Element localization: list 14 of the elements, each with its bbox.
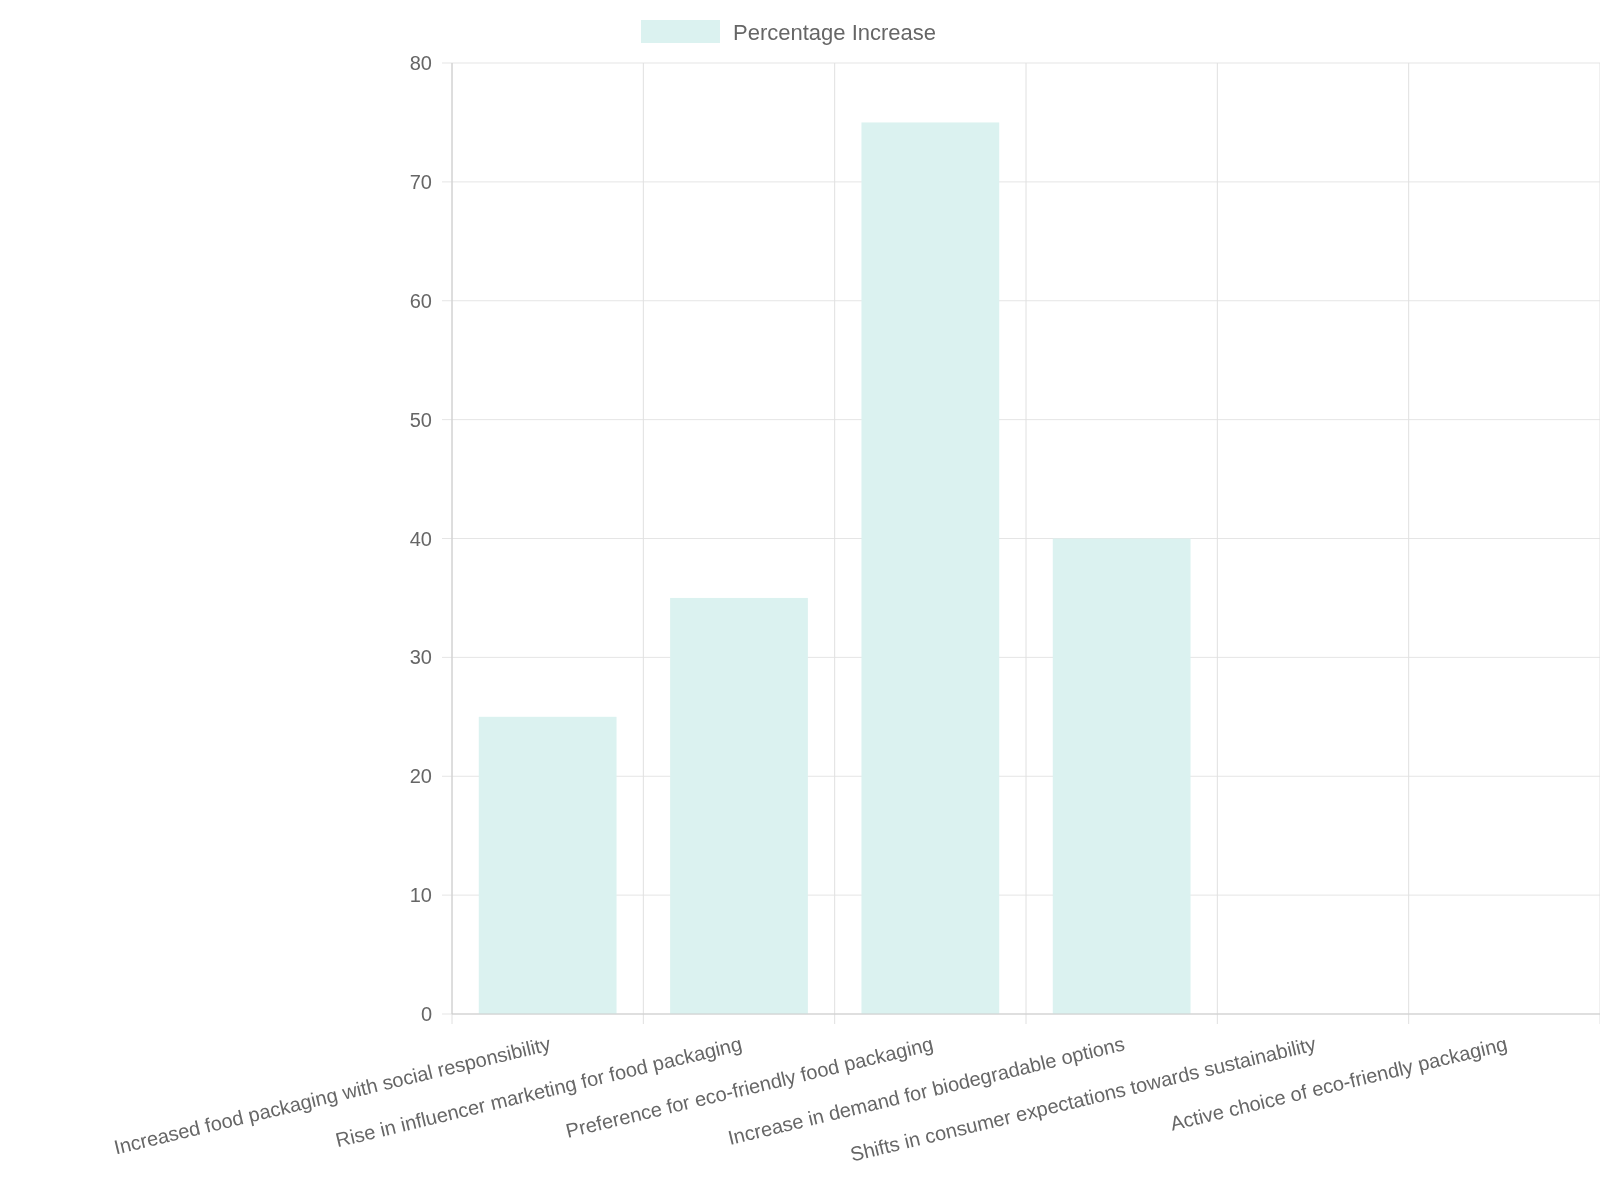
y-tick-label: 60 bbox=[409, 289, 432, 312]
y-tick-label: 20 bbox=[409, 765, 432, 788]
bar bbox=[478, 716, 617, 1014]
y-tick-label: 50 bbox=[409, 408, 432, 431]
y-tick-label: 30 bbox=[409, 646, 432, 669]
y-tick-label: 10 bbox=[409, 884, 432, 907]
legend-label: Percentage Increase bbox=[733, 19, 937, 45]
bar bbox=[670, 597, 808, 1014]
y-tick-label: 40 bbox=[409, 527, 432, 550]
y-tick-label: 80 bbox=[409, 52, 432, 74]
y-tick-label: 0 bbox=[420, 1003, 432, 1025]
bar bbox=[1052, 538, 1191, 1014]
y-tick-label: 70 bbox=[409, 170, 432, 193]
bar bbox=[861, 122, 1000, 1014]
